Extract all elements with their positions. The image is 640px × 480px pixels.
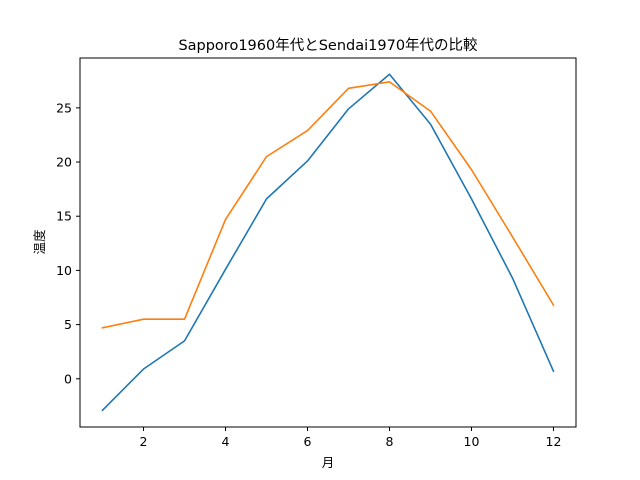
- x-tick-label: 6: [304, 434, 312, 449]
- chart-title: Sapporo1960年代とSendai1970年代の比較: [178, 36, 478, 54]
- x-tick-label: 4: [222, 434, 230, 449]
- x-tick-label: 8: [386, 434, 394, 449]
- y-tick-label: 15: [56, 209, 72, 224]
- y-tick-label: 10: [56, 263, 72, 278]
- x-tick-label: 2: [140, 434, 148, 449]
- y-axis-label: 温度: [32, 229, 47, 255]
- x-axis-label: 月: [322, 455, 335, 470]
- x-tick-label: 10: [464, 434, 480, 449]
- y-tick-label: 5: [64, 317, 72, 332]
- x-tick-label: 12: [546, 434, 562, 449]
- y-tick-label: 0: [64, 371, 72, 386]
- series-layer: [101, 73, 555, 412]
- x-axis-ticks: 2 4 6 8 10 12: [140, 427, 562, 449]
- y-tick-label: 25: [56, 100, 72, 115]
- y-axis-ticks: 0 5 10 15 20 25: [56, 100, 80, 386]
- y-tick-label: 20: [56, 155, 72, 170]
- series-line-1: [101, 73, 555, 412]
- plot-frame: [79, 57, 577, 428]
- series-line-2: [101, 81, 555, 329]
